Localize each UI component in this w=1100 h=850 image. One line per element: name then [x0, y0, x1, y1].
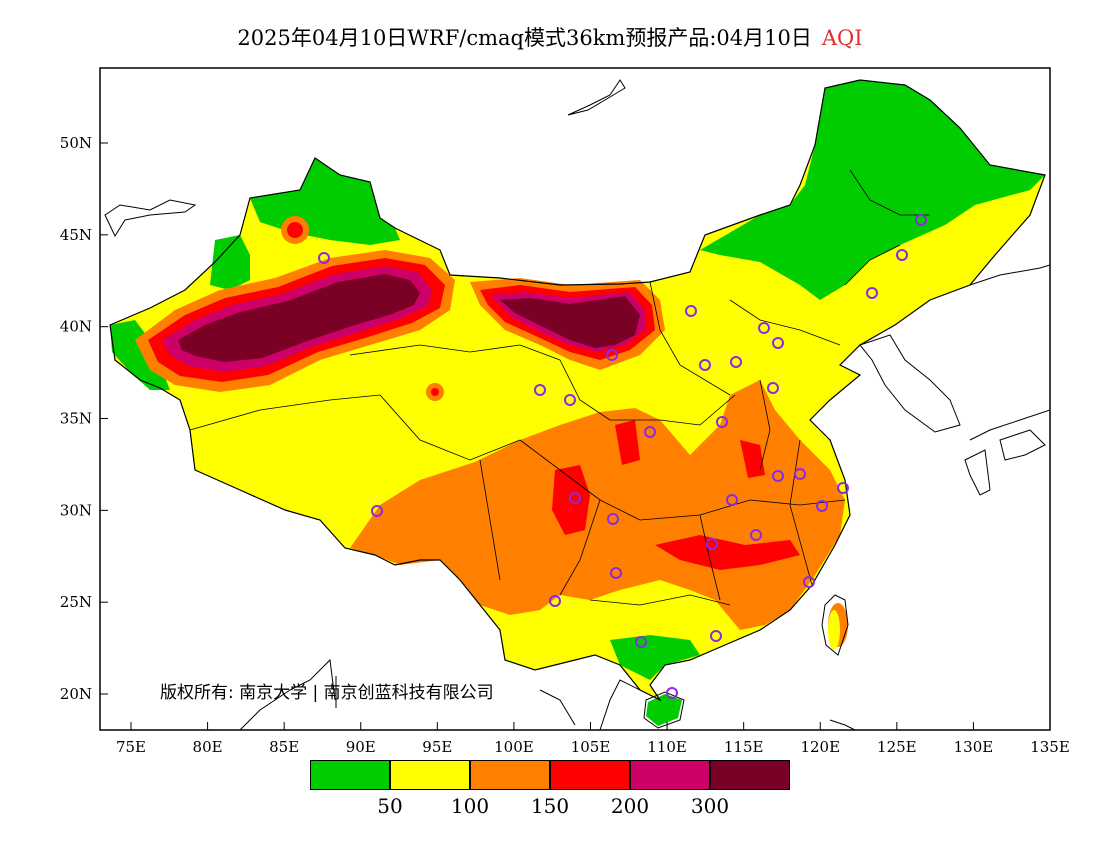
title-text: 2025年04月10日WRF/cmaq模式36km预报产品:04月10日 — [237, 26, 812, 50]
hotspot-qinghai-core — [431, 388, 439, 396]
map-area — [104, 79, 1050, 730]
legend-color-box — [310, 760, 390, 790]
lon-tick-label: 85E — [269, 738, 299, 756]
lon-tick-label: 80E — [193, 738, 223, 756]
color-legend — [310, 760, 790, 792]
legend-color-box — [710, 760, 790, 790]
lon-tick-label: 125E — [877, 738, 917, 756]
legend-color-box — [550, 760, 630, 790]
red-jiangxi — [655, 535, 800, 570]
legend-label: 300 — [690, 794, 730, 818]
legend-label: 100 — [450, 794, 490, 818]
city-markers — [318, 214, 927, 699]
lat-axis: 20N 25N 30N 35N 40N 45N 50N — [60, 134, 108, 703]
legend-color-box — [630, 760, 710, 790]
lat-tick-label: 45N — [60, 226, 92, 244]
legend-label: 200 — [610, 794, 650, 818]
lat-tick-label: 25N — [60, 593, 92, 611]
lat-tick-label: 30N — [60, 501, 92, 519]
lon-tick-label: 100E — [494, 738, 534, 756]
lon-tick-label: 105E — [571, 738, 611, 756]
green-hainan — [646, 694, 682, 726]
maroon-core-mongolia — [500, 296, 640, 348]
copyright-text: 版权所有: 南京大学 | 南京创蓝科技有限公司 — [160, 683, 494, 703]
legend-color-box — [390, 760, 470, 790]
green-south-coast — [610, 635, 700, 680]
lon-tick-label: 90E — [346, 738, 376, 756]
red-henan — [615, 420, 640, 465]
lat-tick-label: 20N — [60, 685, 92, 703]
lat-tick-label: 40N — [60, 318, 92, 336]
lat-tick-label: 35N — [60, 410, 92, 428]
taiwan-yellow — [828, 610, 840, 650]
lon-tick-label: 135E — [1030, 738, 1070, 756]
legend-label: 50 — [377, 794, 403, 818]
lon-tick-label: 115E — [724, 738, 764, 756]
legend-label: 150 — [530, 794, 570, 818]
lat-tick-label: 50N — [60, 134, 92, 152]
red-anhui — [740, 440, 765, 478]
hotspot-north-xinjiang-core — [287, 222, 303, 238]
lon-tick-label: 110E — [647, 738, 687, 756]
lon-tick-label: 75E — [116, 738, 146, 756]
lon-axis: 75E 80E 85E 90E 95E 100E 105E 110E 115E 120E 125E 1… — [116, 722, 1070, 756]
green-northeast — [700, 80, 1045, 300]
lon-tick-label: 130E — [954, 738, 994, 756]
map-frame — [99, 67, 1051, 731]
map-title: 2025年04月10日WRF/cmaq模式36km预报产品:04月10日 AQI — [0, 22, 1100, 52]
province-borders — [189, 169, 930, 606]
variable-label: AQI — [821, 26, 863, 50]
lon-tick-label: 120E — [800, 738, 840, 756]
green-west-strip — [210, 235, 250, 290]
china-border — [109, 79, 1046, 702]
lon-tick-label: 95E — [422, 738, 452, 756]
maroon-core-taklimakan — [178, 274, 420, 362]
legend-color-box — [470, 760, 550, 790]
neighbor-coastlines — [104, 79, 1050, 730]
